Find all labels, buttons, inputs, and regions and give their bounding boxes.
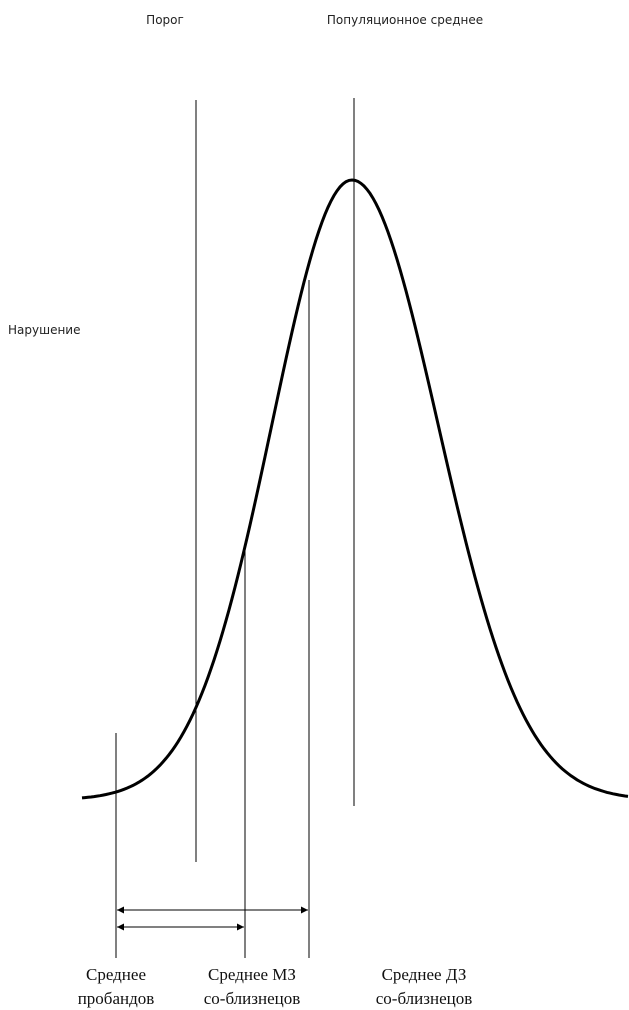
threshold-label: Порог — [146, 13, 184, 27]
population-mean-label: Популяционное среднее — [327, 13, 483, 27]
proband-label-2: пробандов — [78, 989, 155, 1008]
mz-label-1: Среднее МЗ — [208, 965, 296, 984]
dz-label-2: со-близнецов — [376, 989, 473, 1008]
proband-label-1: Среднее — [86, 965, 146, 984]
mz-label-2: со-близнецов — [204, 989, 301, 1008]
disorder-label: Нарушение — [8, 323, 81, 337]
dz-label-1: Среднее ДЗ — [382, 965, 467, 984]
distribution-curve — [81, 178, 629, 800]
